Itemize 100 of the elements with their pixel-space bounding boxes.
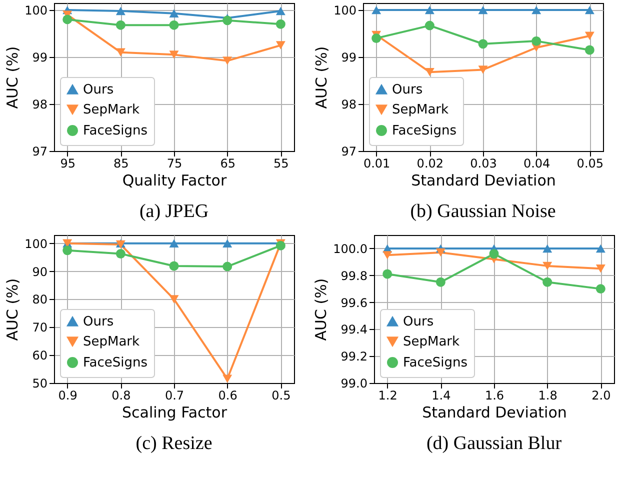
point xyxy=(222,374,232,383)
y-axis-title: AUC (%) xyxy=(312,46,331,109)
y-tick-label: 70 xyxy=(32,320,48,335)
point xyxy=(436,248,446,257)
point xyxy=(436,277,446,287)
x-tick-label: 0.03 xyxy=(470,156,497,170)
legend-label: Ours xyxy=(83,314,114,330)
point xyxy=(424,6,434,14)
text: (d) Gaussian Blur xyxy=(426,433,562,454)
x-axis-title: Quality Factor xyxy=(122,172,228,190)
point xyxy=(489,249,499,259)
point xyxy=(169,261,179,271)
legend-label: FaceSigns xyxy=(403,356,468,370)
legend-label: FaceSigns xyxy=(392,124,457,138)
text: (c) Resize xyxy=(136,433,212,454)
x-axis-title: Standard Deviation xyxy=(411,172,556,190)
x-axis-title: Standard Deviation xyxy=(422,404,567,422)
y-tick-label: 99.4 xyxy=(340,322,368,337)
y-axis-title: AUC (%) xyxy=(4,278,22,341)
y-axis-title: AUC (%) xyxy=(312,278,330,341)
x-tick-label: 1.4 xyxy=(432,388,451,402)
y-tick-label: 99.2 xyxy=(340,350,368,364)
legend-label: FaceSigns xyxy=(83,124,148,138)
point xyxy=(382,269,392,279)
point xyxy=(169,295,179,304)
point xyxy=(62,246,72,256)
point xyxy=(276,19,286,29)
point xyxy=(478,39,488,49)
point xyxy=(169,50,179,59)
x-tick-label: 95 xyxy=(60,156,76,170)
point xyxy=(542,244,552,253)
y-tick-label: 100.0 xyxy=(333,242,368,256)
point xyxy=(169,20,179,30)
legend-label: Ours xyxy=(403,314,434,330)
y-tick-label: 100 xyxy=(24,4,48,18)
point xyxy=(276,41,286,50)
x-tick-label: 0.5 xyxy=(272,388,291,402)
point xyxy=(596,284,606,294)
point xyxy=(116,248,126,258)
legend-label: Ours xyxy=(83,82,114,98)
y-tick-label: 97 xyxy=(341,144,356,158)
y-tick-label: 99.6 xyxy=(340,296,368,310)
x-tick-label: 0.6 xyxy=(218,388,238,402)
x-tick-label: 1.6 xyxy=(484,388,504,402)
point xyxy=(222,16,232,26)
y-tick-label: 97 xyxy=(32,144,48,158)
point xyxy=(542,277,552,287)
point xyxy=(372,34,382,43)
x-tick-label: 0.02 xyxy=(416,156,444,170)
y-tick-label: 99 xyxy=(341,50,356,65)
x-axis-title: Scaling Factor xyxy=(122,404,228,422)
point xyxy=(116,20,126,30)
point xyxy=(542,262,552,270)
point xyxy=(276,240,286,250)
x-tick-label: 75 xyxy=(166,156,182,170)
x-tick-label: 0.8 xyxy=(112,388,131,402)
x-tick-label: 2.0 xyxy=(592,388,611,402)
legend-label: Ours xyxy=(392,82,423,98)
point xyxy=(584,32,594,40)
x-tick-label: 55 xyxy=(274,156,289,170)
point xyxy=(116,6,126,16)
legend-label: SepMark xyxy=(83,334,140,350)
point xyxy=(478,66,488,74)
point xyxy=(372,6,382,14)
point xyxy=(596,264,606,273)
x-tick-label: 0.7 xyxy=(164,388,184,402)
y-tick-label: 90 xyxy=(32,264,48,279)
legend-label: SepMark xyxy=(392,102,450,118)
point xyxy=(424,20,434,30)
point xyxy=(596,244,606,253)
y-tick-label: 100 xyxy=(24,236,48,251)
point xyxy=(382,251,392,260)
point xyxy=(424,68,434,76)
x-tick-label: 0.05 xyxy=(576,156,604,170)
point xyxy=(584,6,594,14)
y-tick-label: 100 xyxy=(334,4,356,18)
x-tick-label: 0.04 xyxy=(523,156,550,170)
y-tick-label: 99.0 xyxy=(340,376,368,390)
point xyxy=(532,36,542,46)
legend-label: FaceSigns xyxy=(83,356,148,370)
point xyxy=(62,14,72,24)
point xyxy=(116,48,126,56)
y-tick-label: 50 xyxy=(32,376,48,390)
point xyxy=(222,56,232,65)
text: (a) JPEG xyxy=(139,201,209,222)
y-tick-label: 98 xyxy=(32,98,48,112)
x-tick-label: 1.8 xyxy=(538,388,558,402)
legend-label: SepMark xyxy=(83,102,140,118)
point xyxy=(222,239,232,248)
point xyxy=(169,9,179,18)
point xyxy=(276,6,286,16)
y-tick-label: 98 xyxy=(341,98,356,112)
x-tick-label: 65 xyxy=(220,156,236,170)
point xyxy=(478,6,488,14)
y-axis-title: AUC (%) xyxy=(4,46,22,109)
y-tick-label: 99 xyxy=(32,50,48,65)
point xyxy=(169,239,179,248)
point xyxy=(532,6,542,14)
y-tick-label: 99.8 xyxy=(340,268,368,283)
x-tick-label: 0.9 xyxy=(58,388,78,402)
